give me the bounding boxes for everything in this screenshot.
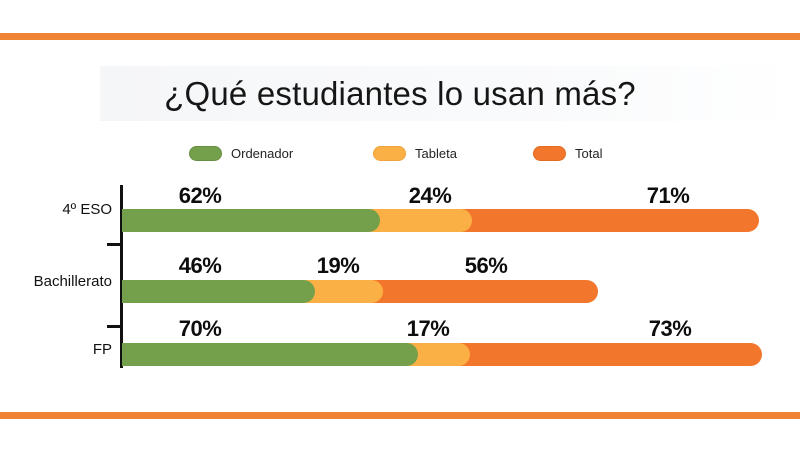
- value-label-4eso-ordenador: 62%: [178, 183, 222, 208]
- value-label-4eso-tableta: 24%: [408, 183, 452, 208]
- row-fp-ordenador-bar: [122, 343, 418, 366]
- category-label-bachillerato: Bachillerato: [33, 273, 112, 290]
- bottom-accent-rule: [0, 412, 800, 419]
- page-title: ¿Qué estudiantes lo usan más?: [164, 75, 636, 112]
- value-label-fp-ordenador: 70%: [178, 316, 222, 341]
- value-label-bachillerato-tableta: 19%: [316, 253, 360, 278]
- row-4eso-ordenador-bar: [122, 209, 380, 232]
- legend-label-total: Total: [575, 145, 603, 161]
- legend-swatch-green: [189, 145, 222, 161]
- category-label-4eso: 4º ESO: [62, 201, 112, 218]
- legend-item-total: Total: [533, 144, 602, 162]
- y-axis-line: [120, 185, 123, 368]
- axis-tick: [107, 243, 122, 246]
- legend-item-tableta: Tableta: [373, 144, 457, 162]
- axis-tick: [107, 325, 122, 328]
- title-background-band: [100, 66, 800, 121]
- legend-swatch-amber: [373, 145, 406, 161]
- value-label-bachillerato-total: 56%: [464, 253, 508, 278]
- legend-item-ordenador: Ordenador: [189, 144, 293, 162]
- value-label-fp-tableta: 17%: [406, 316, 450, 341]
- row-bachillerato-ordenador-bar: [122, 280, 315, 303]
- category-label-fp: FP: [92, 341, 112, 358]
- legend-swatch-orange: [533, 145, 566, 161]
- legend-label-tableta: Tableta: [415, 145, 457, 161]
- value-label-bachillerato-ordenador: 46%: [178, 253, 222, 278]
- legend-label-ordenador: Ordenador: [231, 145, 294, 161]
- top-accent-rule: [0, 33, 800, 40]
- value-label-4eso-total: 71%: [646, 183, 690, 208]
- value-label-fp-total: 73%: [648, 316, 692, 341]
